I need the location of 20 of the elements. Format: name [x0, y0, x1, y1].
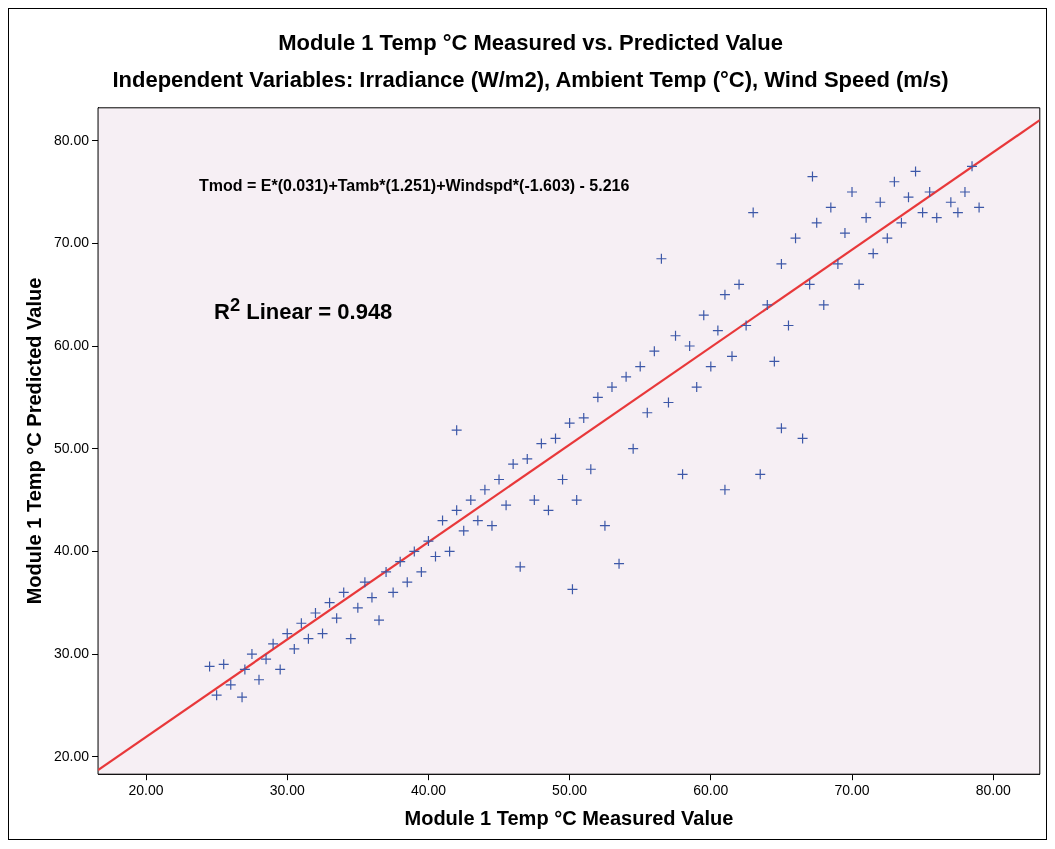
chart-subtitle: Independent Variables: Irradiance (W/m2), Ambient Temp (°C), Wind Speed (m/s) — [112, 66, 949, 92]
x-tick-label: 40.00 — [410, 782, 447, 799]
y-tick-label: 20.00 — [53, 747, 90, 764]
y-tick-label: 60.00 — [53, 336, 90, 353]
x-tick-label: 50.00 — [552, 782, 588, 799]
y-tick-label: 70.00 — [53, 234, 90, 251]
x-tick-label: 60.00 — [693, 782, 729, 799]
x-axis-title: Module 1 Temp °C Measured Value — [404, 806, 734, 829]
y-axis-title: Module 1 Temp °C Predicted Value — [22, 277, 45, 605]
x-tick-label: 30.00 — [269, 782, 305, 799]
y-tick-label: 40.00 — [53, 542, 90, 559]
annotation: Tmod = E*(0.031)+Tamb*(1.251)+Windspd*(-1.603) - 5.216 — [199, 177, 630, 195]
x-tick-label: 70.00 — [834, 782, 870, 799]
y-tick-label: 50.00 — [53, 439, 90, 456]
x-tick-label: 20.00 — [128, 782, 164, 799]
y-tick-label: 30.00 — [53, 644, 90, 661]
chart-title: Module 1 Temp °C Measured vs. Predicted Value — [278, 30, 783, 56]
annotation: R$^{2}$ Linear = 0.948 — [214, 294, 393, 326]
y-tick-label: 80.00 — [53, 131, 90, 148]
x-tick-label: 80.00 — [975, 782, 1011, 799]
